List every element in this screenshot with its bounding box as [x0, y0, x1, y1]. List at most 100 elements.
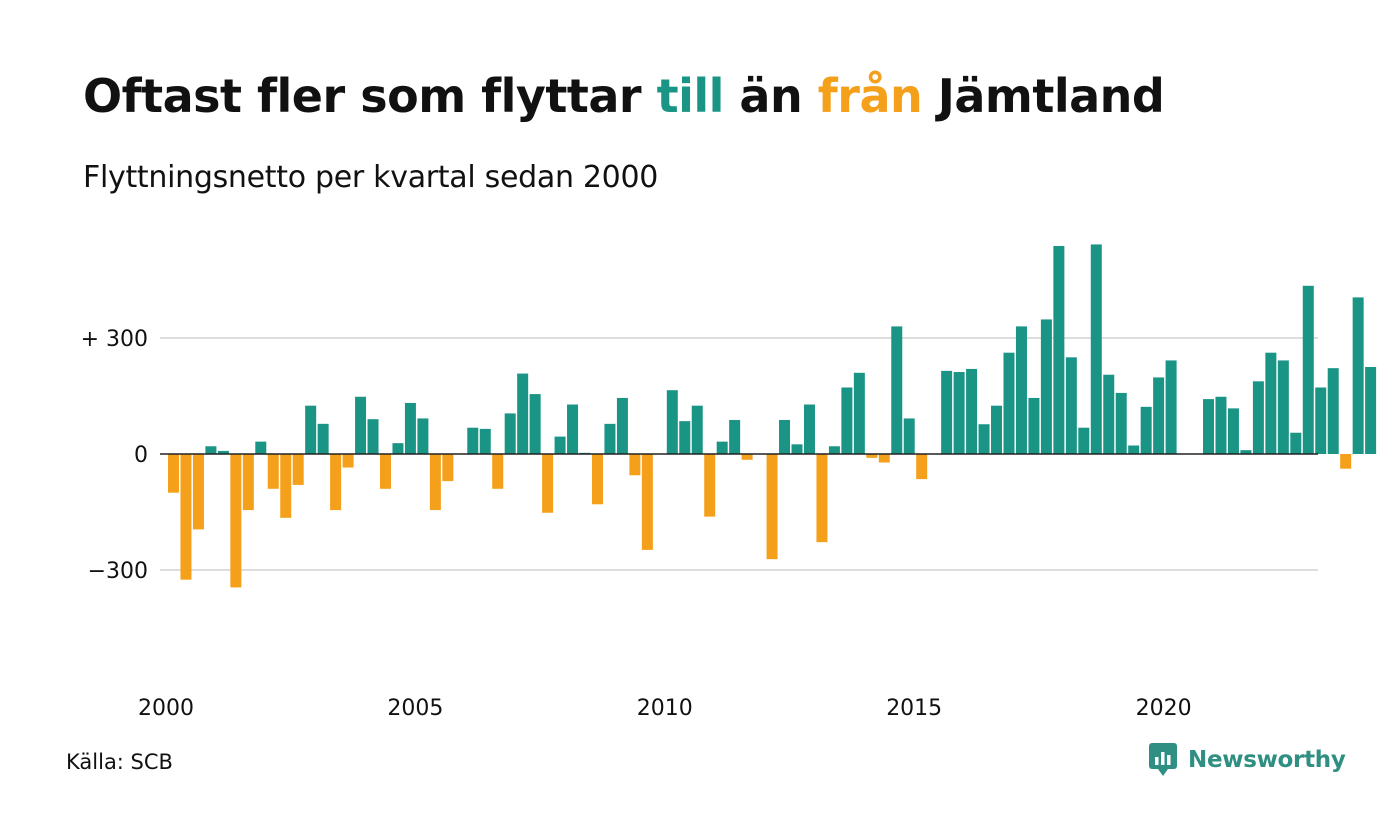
chart-subtitle: Flyttningsnetto per kvartal sedan 2000 — [83, 160, 659, 195]
bar-negative — [866, 454, 878, 458]
bar-positive — [567, 404, 579, 454]
bar-positive — [729, 419, 741, 454]
bar-positive — [716, 441, 728, 454]
brand-logo: Newsworthy — [1148, 742, 1346, 778]
bar-positive — [1128, 445, 1140, 454]
bar-positive — [392, 443, 404, 454]
bar-negative — [429, 454, 441, 511]
bar-positive — [205, 446, 217, 454]
bar-negative — [641, 454, 653, 550]
bar-positive — [791, 444, 803, 454]
x-tick-label: 2020 — [1136, 696, 1192, 721]
bar-positive — [217, 450, 229, 454]
y-tick-label: + 300 — [81, 327, 148, 352]
bar-negative — [591, 454, 603, 505]
x-tick-label: 2000 — [138, 696, 194, 721]
bar-positive — [1290, 432, 1302, 454]
gridlines — [160, 337, 1318, 571]
bar-negative — [168, 454, 179, 493]
bar-positive — [554, 436, 566, 454]
bar-negative — [878, 454, 890, 463]
bar-positive — [317, 423, 329, 454]
x-tick-label: 2010 — [637, 696, 693, 721]
bar-positive — [841, 387, 853, 454]
bar-negative — [492, 454, 504, 489]
bar-negative — [280, 454, 292, 518]
title-highlight-till: till — [656, 69, 725, 123]
title-part1: Oftast fler som flyttar — [83, 69, 657, 123]
bar-positive — [517, 373, 529, 454]
bar-negative — [629, 454, 641, 476]
bar-positive — [1227, 408, 1239, 454]
newsworthy-logo-icon — [1149, 743, 1177, 776]
bar-positive — [1140, 406, 1152, 454]
bar-negative — [330, 454, 342, 511]
bar-positive — [1103, 374, 1115, 454]
bar-positive — [616, 397, 628, 454]
bar-positive — [978, 424, 990, 454]
bar-negative — [230, 454, 242, 588]
title-highlight-fran: från — [817, 69, 923, 123]
bar-negative — [766, 454, 778, 560]
title-part2: än — [723, 69, 818, 123]
bar-positive — [1165, 360, 1177, 454]
bar-positive — [1215, 396, 1227, 454]
bar-positive — [953, 372, 965, 454]
bar-negative — [542, 454, 554, 513]
bar-negative — [192, 454, 204, 530]
bar-positive — [417, 418, 429, 454]
bars — [168, 244, 1377, 588]
bar-positive — [479, 428, 491, 454]
bar-negative — [342, 454, 354, 468]
bar-negative — [816, 454, 828, 543]
y-tick-label: 0 — [134, 443, 148, 468]
bar-positive — [891, 326, 903, 454]
bar-positive — [853, 372, 865, 454]
bar-negative — [180, 454, 192, 580]
bar-negative — [242, 454, 254, 511]
bar-positive — [1115, 392, 1127, 454]
chart-area: + 300 0 −300 2000 2005 2010 2015 2020 — [81, 244, 1377, 721]
bar-negative — [292, 454, 304, 485]
bar-positive — [679, 421, 691, 454]
bar-positive — [1240, 450, 1252, 454]
bar-positive — [355, 396, 367, 454]
x-axis-labels: 2000 2005 2010 2015 2020 — [138, 696, 1192, 721]
bar-negative — [704, 454, 716, 517]
bar-positive — [1265, 352, 1277, 454]
bar-positive — [305, 405, 317, 454]
bar-negative — [916, 454, 928, 480]
bar-positive — [604, 423, 616, 454]
bar-positive — [467, 427, 479, 454]
bar-positive — [1003, 352, 1015, 454]
bar-positive — [1252, 381, 1264, 454]
bar-positive — [1040, 319, 1052, 454]
y-tick-label: −300 — [88, 559, 148, 584]
bar-negative — [267, 454, 279, 489]
source-note: Källa: SCB — [66, 750, 173, 774]
bar-positive — [1053, 245, 1065, 454]
bar-positive — [1327, 368, 1339, 454]
bar-negative — [442, 454, 454, 482]
bar-positive — [255, 441, 267, 454]
bar-positive — [1090, 244, 1102, 454]
y-axis-labels: + 300 0 −300 — [81, 327, 148, 584]
bar-positive — [828, 446, 840, 454]
bar-positive — [367, 419, 379, 454]
bar-positive — [1015, 326, 1027, 454]
bar-negative — [379, 454, 391, 489]
bar-positive — [1315, 387, 1327, 454]
bar-positive — [1065, 357, 1077, 454]
bar-negative — [741, 454, 753, 460]
bar-negative — [1340, 454, 1352, 469]
bar-positive — [529, 394, 541, 454]
bar-positive — [903, 418, 915, 454]
bar-positive — [1365, 367, 1377, 454]
title-part3: Jämtland — [922, 69, 1165, 123]
bar-positive — [1352, 297, 1364, 454]
chart-title: Oftast fler som flyttar till än från Jäm… — [83, 69, 1165, 123]
x-tick-label: 2015 — [886, 696, 942, 721]
bar-positive — [1277, 360, 1289, 454]
bar-positive — [1028, 397, 1040, 454]
bar-positive — [1302, 285, 1314, 454]
